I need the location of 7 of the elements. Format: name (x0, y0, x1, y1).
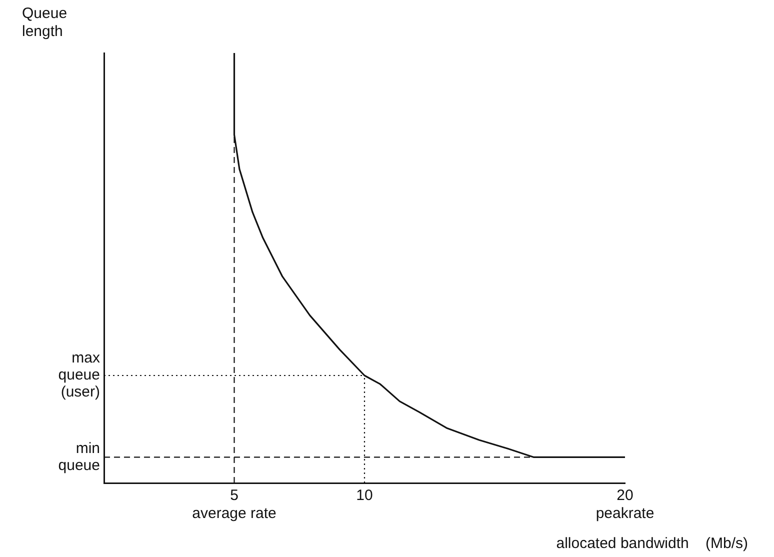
x-tick-label: 5 average rate (192, 487, 276, 522)
x-tick-label: 20 peakrate (596, 487, 654, 522)
x-tick-label: 10 (356, 487, 373, 504)
y-axis-title: Queue length (22, 5, 68, 40)
ref-line-label: max queue (user) (58, 350, 100, 401)
ref-line-label: min queue (58, 440, 100, 474)
x-axis-title: allocated bandwidth (Mb/s) (556, 535, 748, 552)
